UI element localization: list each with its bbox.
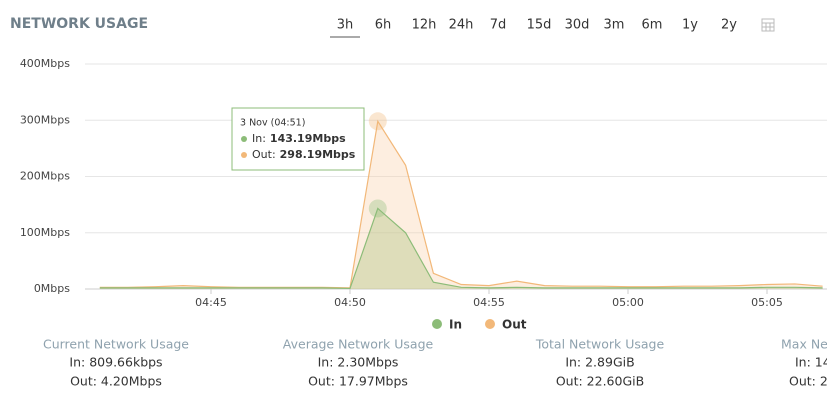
range-button[interactable]: 15d [527,18,552,33]
tooltip [231,107,365,171]
legend-marker [432,319,442,329]
x-tick-label: 04:55 [473,296,505,309]
x-tick-label: 04:50 [334,296,366,309]
stat-out: Out: 17.97Mbps [308,374,408,389]
tooltip-item: In: 143.19Mbps [252,132,346,145]
x-tick-label: 04:45 [195,296,227,309]
range-button[interactable]: 1y [682,18,698,33]
stat-title: Average Network Usage [283,337,434,352]
stat-out: Out: 22.60GiB [556,374,644,389]
stat-in: In: 2.89GiB [565,355,634,370]
range-button[interactable]: 24h [449,18,474,33]
y-tick-label: 400Mbps [20,57,70,70]
line [99,119,823,289]
range-button[interactable]: 6h [375,18,392,33]
stat-out: Out: 2 [789,374,827,389]
tooltip-dot [241,136,247,142]
tooltip-title: 3 Nov (04:51) [240,118,305,129]
legend-label: Out [502,318,527,332]
tooltip-label: In: [252,132,266,145]
legend-marker [485,319,495,329]
range-button[interactable]: 2y [721,18,737,33]
tooltip-value: 298.19Mbps [280,148,356,161]
area [99,121,823,289]
y-tick-label: 300Mbps [20,113,70,126]
stat-title: Current Network Usage [43,337,189,352]
stat-in: In: 809.66kbps [69,355,162,370]
y-tick-label: 0Mbps [34,282,70,295]
range-button[interactable]: 3h [337,18,354,33]
range-button[interactable]: 12h [412,18,437,33]
line [99,207,823,290]
stat-in: In: 2.30Mbps [318,355,399,370]
range-button[interactable]: 30d [565,18,590,33]
stat-title: Max Ne [781,337,827,352]
x-tick-label: 05:00 [612,296,644,309]
tooltip-value: 143.19Mbps [270,132,346,145]
hover-marker [368,112,387,131]
range-button[interactable]: 7d [490,18,507,33]
tooltip-dot [241,152,247,158]
range-button[interactable]: 3m [604,18,625,33]
x-tick-label: 05:05 [751,296,783,309]
stat-title: Total Network Usage [535,337,665,352]
area [99,208,823,289]
tooltip-item: Out: 298.19Mbps [252,148,356,161]
calendar-button[interactable] [761,18,775,32]
hover-marker [368,199,387,218]
y-tick-label: 100Mbps [20,226,70,239]
stat-in: In: 14 [795,355,827,370]
y-tick-label: 200Mbps [20,170,70,183]
legend-label: In [449,318,462,332]
range-button[interactable]: 6m [642,18,663,33]
title: NETWORK USAGE [10,16,148,32]
stat-out: Out: 4.20Mbps [70,374,162,389]
tooltip-label: Out: [252,148,276,161]
